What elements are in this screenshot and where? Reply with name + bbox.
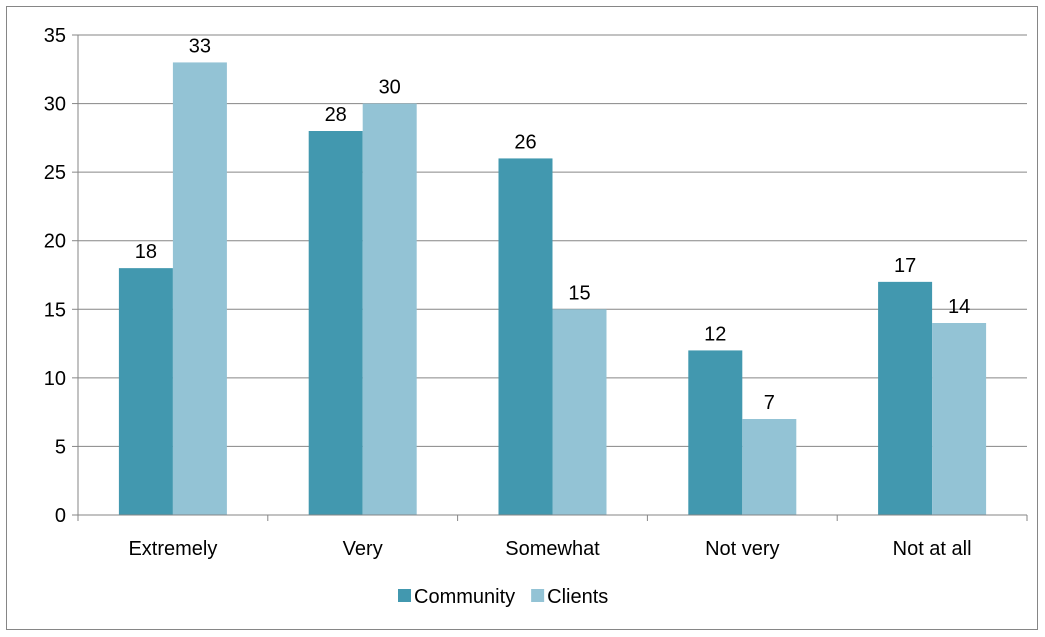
data-label: 18 [135, 241, 157, 263]
x-tick-label: Somewhat [505, 538, 600, 560]
axes: 0 5 10 15 20 25 30 35 Extremely Very Somewhat Not v… [44, 25, 1028, 560]
y-tick-label: 30 [44, 94, 66, 116]
bar-clients-1 [362, 103, 417, 516]
legend-swatch-clients [531, 589, 545, 602]
data-label: 28 [325, 104, 347, 126]
x-tick-label: Not very [705, 538, 779, 560]
y-tick-label: 25 [44, 162, 66, 184]
bar-community-0 [118, 268, 173, 515]
x-tick-label: Very [343, 538, 383, 560]
bar-clients-0 [172, 62, 227, 516]
y-tick-label: 35 [44, 25, 66, 47]
legend-label-clients: Clients [547, 586, 608, 608]
bar-clients-2 [552, 309, 607, 515]
y-tick-label: 20 [44, 231, 66, 253]
y-tick-label: 10 [44, 368, 66, 390]
legend-swatch-community [398, 589, 411, 602]
x-tick-label: Not at all [893, 538, 972, 560]
data-label: 30 [379, 77, 401, 99]
x-tick-label: Extremely [128, 538, 217, 560]
y-tick-label: 5 [55, 436, 66, 458]
data-label: 26 [514, 131, 536, 153]
bar-community-4 [878, 281, 933, 515]
bar-community-3 [688, 350, 743, 515]
data-label: 15 [568, 282, 590, 304]
y-tick-label: 15 [44, 299, 66, 321]
legend-label-community: Community [414, 586, 515, 608]
bars [118, 62, 987, 516]
bar-clients-3 [742, 419, 797, 515]
legend: Community Clients [398, 586, 608, 608]
data-label: 14 [948, 296, 970, 318]
data-label: 12 [704, 323, 726, 345]
data-label: 17 [894, 255, 916, 277]
bar-community-1 [308, 131, 363, 515]
data-label: 7 [764, 392, 775, 414]
bar-clients-4 [932, 323, 987, 515]
bar-community-2 [498, 158, 553, 515]
y-tick-label: 0 [55, 505, 66, 527]
data-label: 33 [189, 35, 211, 57]
data-labels: 18 33 28 30 26 15 12 7 17 14 [135, 35, 970, 414]
